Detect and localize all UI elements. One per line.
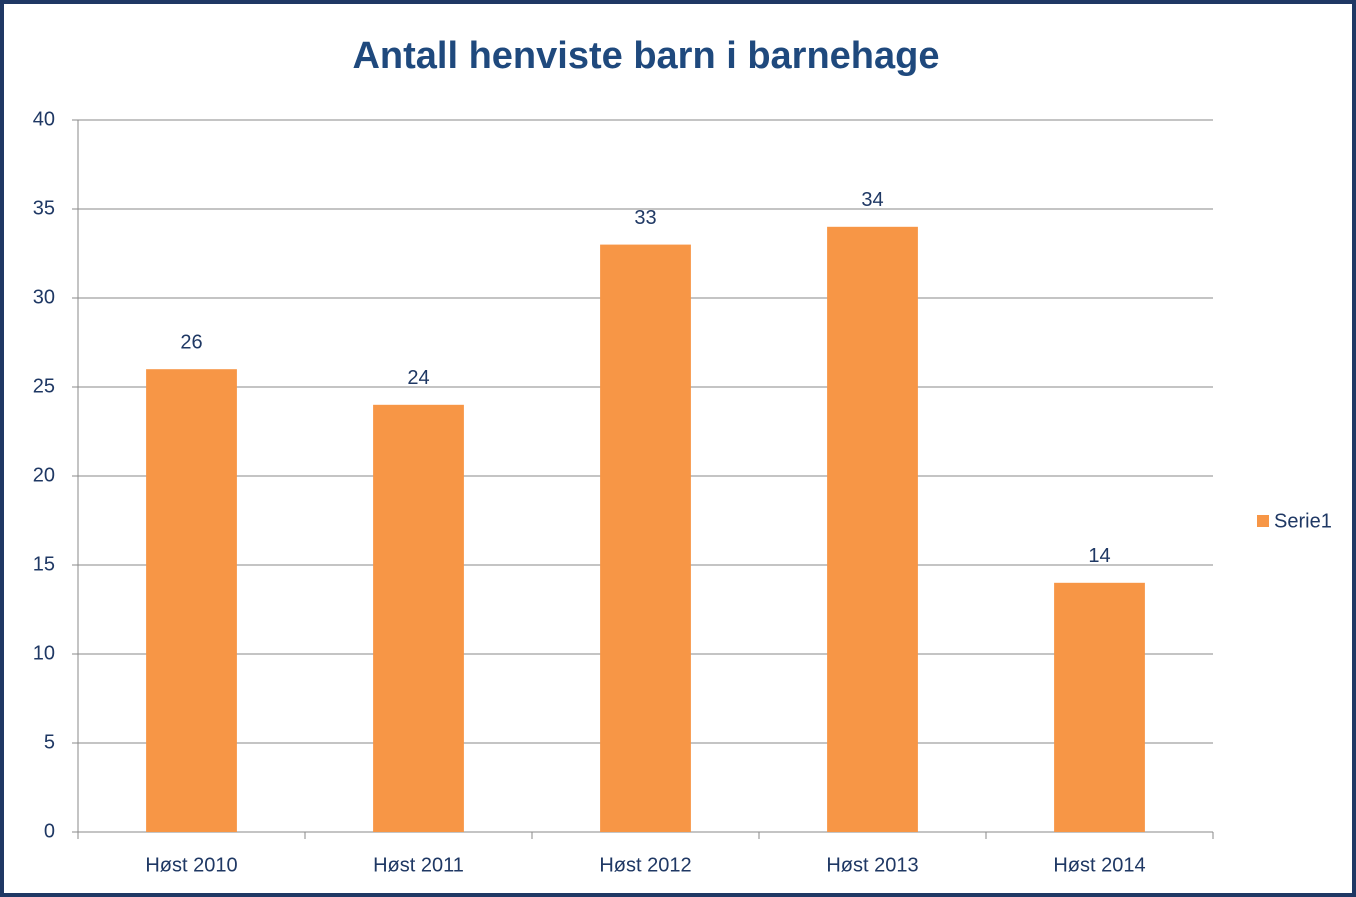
data-label: 26 xyxy=(180,331,202,353)
x-tick-label: Høst 2010 xyxy=(145,854,237,876)
x-tick-label: Høst 2011 xyxy=(373,854,464,876)
x-tick-label: Høst 2014 xyxy=(1053,854,1145,876)
y-tick-label: 5 xyxy=(44,731,55,753)
data-label: 14 xyxy=(1088,545,1110,567)
x-tick-label: Høst 2012 xyxy=(599,854,691,876)
legend-label: Serie1 xyxy=(1274,510,1332,532)
bar xyxy=(827,226,918,833)
y-tick-label: 20 xyxy=(33,464,55,486)
legend-swatch xyxy=(1257,515,1269,527)
y-tick-label: 15 xyxy=(33,553,55,575)
y-tick-label: 25 xyxy=(33,375,55,397)
y-tick-label: 30 xyxy=(33,286,55,308)
chart-title: Antall henviste barn i barnehage xyxy=(352,35,939,77)
bar xyxy=(600,244,691,833)
y-tick-label: 10 xyxy=(33,642,55,664)
x-tick-label: Høst 2013 xyxy=(826,854,918,876)
data-label: 24 xyxy=(407,367,429,389)
bar xyxy=(146,369,237,832)
y-tick-label: 35 xyxy=(33,197,55,219)
bar xyxy=(1054,582,1145,832)
bar xyxy=(373,404,464,832)
y-tick-label: 40 xyxy=(33,108,55,130)
data-label: 33 xyxy=(634,207,656,229)
data-label: 34 xyxy=(861,189,883,211)
y-tick-label: 0 xyxy=(44,820,55,842)
